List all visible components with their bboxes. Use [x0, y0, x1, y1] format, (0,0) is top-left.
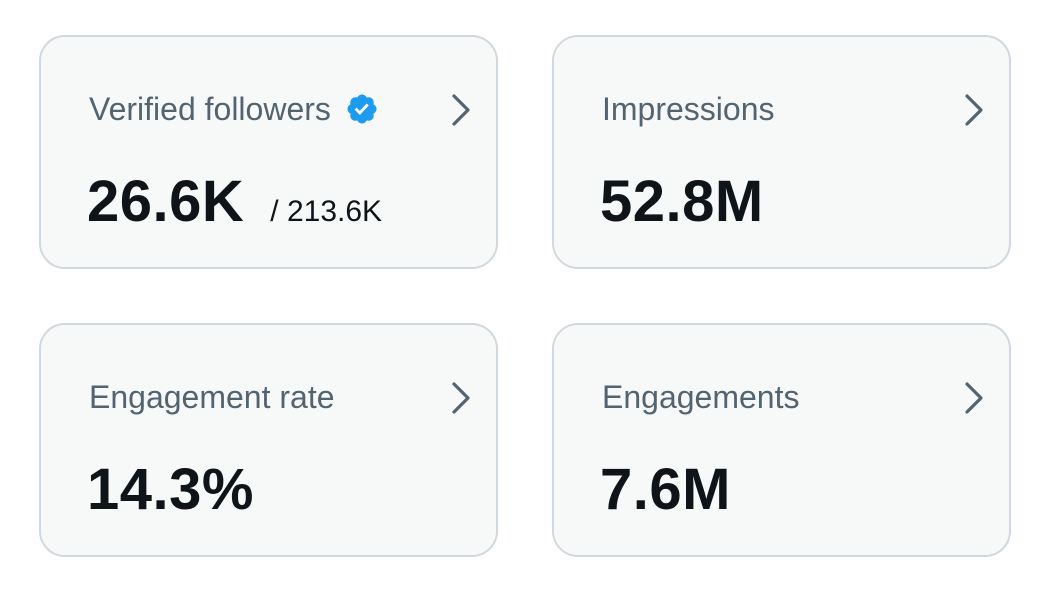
metric-value: 52.8M	[600, 169, 764, 234]
card-label: Engagement rate	[89, 377, 335, 417]
card-label: Impressions	[602, 89, 775, 129]
verified-check-icon	[347, 94, 377, 124]
card-label-text: Engagement rate	[89, 379, 335, 415]
metric-value: 14.3%	[87, 457, 254, 522]
card-label-text: Impressions	[602, 91, 775, 127]
metric-value-row: 52.8M	[600, 165, 764, 239]
card-label-text: Engagements	[602, 379, 800, 415]
engagement-rate-card[interactable]: Engagement rate 14.3%	[39, 323, 498, 557]
card-label-text: Verified followers	[89, 91, 331, 127]
chevron-right-icon[interactable]	[448, 93, 474, 127]
chevron-right-icon[interactable]	[961, 381, 987, 415]
verified-followers-card[interactable]: Verified followers 26.6K / 213.6K	[39, 35, 498, 269]
chevron-right-icon[interactable]	[961, 93, 987, 127]
metric-value-row: 26.6K / 213.6K	[87, 165, 382, 239]
card-label: Verified followers	[89, 89, 379, 129]
impressions-card[interactable]: Impressions 52.8M	[552, 35, 1011, 269]
card-label: Engagements	[602, 377, 799, 417]
metric-total: / 213.6K	[270, 195, 383, 228]
metric-value-row: 14.3%	[87, 453, 254, 527]
engagements-card[interactable]: Engagements 7.6M	[552, 323, 1011, 557]
metric-value: 7.6M	[600, 457, 731, 522]
metric-value-row: 7.6M	[600, 453, 731, 527]
chevron-right-icon[interactable]	[448, 381, 474, 415]
metric-value: 26.6K	[87, 169, 245, 234]
